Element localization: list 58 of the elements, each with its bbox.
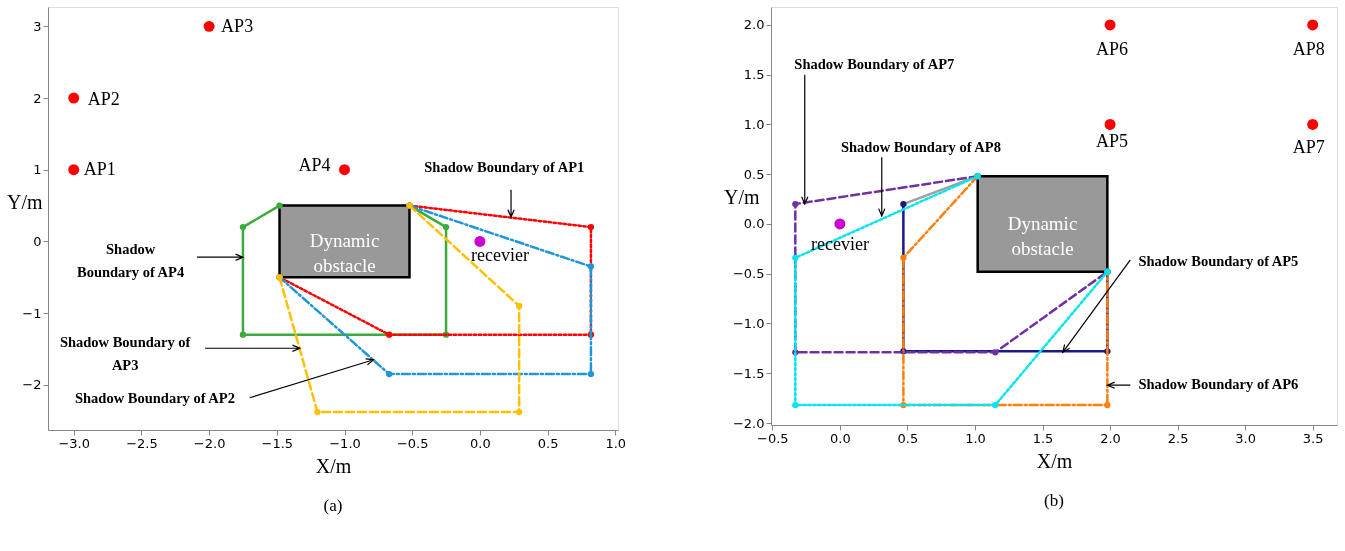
annotation: Shadow Boundary of AP2 — [74, 390, 235, 407]
x-tick-label: 0.0 — [470, 435, 491, 451]
x-tick-label: 1.5 — [1032, 430, 1054, 446]
y-tick-label: −1.5 — [732, 365, 765, 381]
y-tick-label: −1 — [22, 305, 42, 321]
annotation: Shadow Boundary of AP3 — [59, 334, 191, 374]
x-tick-label: −3.0 — [58, 435, 91, 451]
x-tick-label: −1.0 — [329, 435, 361, 451]
y-tick-label: −2.0 — [732, 415, 765, 431]
y-tick-label: 1.0 — [743, 116, 765, 132]
y-tick-label: 2 — [33, 90, 42, 106]
y-tick-label: −0.5 — [732, 266, 765, 282]
annotation: recevier — [470, 245, 529, 266]
annotation: Shadow Boundary of AP5 — [1138, 252, 1299, 269]
x-tick-label: −1.5 — [261, 435, 294, 451]
annotation: AP6 — [1096, 38, 1129, 59]
annotation: Shadow Boundary of AP4 — [77, 241, 185, 281]
x-tick-label: −2.0 — [193, 435, 226, 451]
annotation: Dynamic obstacle — [309, 230, 380, 277]
y-tick-label: 1 — [33, 162, 42, 178]
annotation: Shadow Boundary of AP8 — [840, 139, 1001, 156]
x-tick-label: 0.0 — [830, 430, 851, 446]
x-axis-title: X/m — [1036, 449, 1073, 472]
x-tick-label: 0.5 — [537, 435, 559, 451]
x-tick-label: 1.0 — [605, 435, 627, 451]
annotation: AP2 — [87, 89, 120, 110]
annotation: Dynamic obstacle — [1007, 212, 1078, 259]
annotation: Shadow Boundary of AP6 — [1138, 376, 1299, 393]
text: (b) — [1044, 491, 1064, 510]
x-tick-label: 2.0 — [1100, 430, 1121, 446]
annotation: AP4 — [298, 154, 331, 175]
y-tick-label: −1.0 — [732, 315, 765, 331]
annotation: AP3 — [221, 16, 254, 37]
y-tick-label: 0 — [33, 233, 42, 249]
x-tick-label: 0.5 — [897, 430, 919, 446]
x-tick-label: 3.0 — [1235, 430, 1256, 446]
y-axis-title: Y/m — [723, 185, 760, 208]
x-tick-label: −2.5 — [126, 435, 158, 451]
x-tick-label: 2.5 — [1167, 430, 1189, 446]
x-tick-label: 1.0 — [965, 430, 986, 446]
annotation: AP7 — [1292, 137, 1325, 158]
y-tick-label: 2.0 — [743, 17, 765, 33]
x-tick-label: −0.5 — [396, 435, 429, 451]
annotation: AP8 — [1292, 38, 1325, 59]
x-tick-label: −0.5 — [757, 430, 789, 446]
text: (a) — [323, 496, 343, 515]
y-axis-title: Y/m — [6, 190, 43, 213]
annotation: AP5 — [1096, 131, 1129, 152]
x-tick-label: 3.5 — [1302, 430, 1324, 446]
annotation: AP1 — [83, 158, 116, 179]
annotation: Shadow Boundary of AP7 — [794, 55, 955, 72]
y-tick-label: 0.0 — [743, 216, 765, 232]
y-tick-label: 1.5 — [743, 67, 765, 83]
y-tick-label: −2 — [22, 377, 42, 393]
x-axis-title: X/m — [315, 454, 352, 477]
y-tick-label: 3 — [33, 18, 42, 34]
annotation: Shadow Boundary of AP1 — [424, 159, 585, 176]
y-tick-label: 0.5 — [743, 166, 765, 182]
